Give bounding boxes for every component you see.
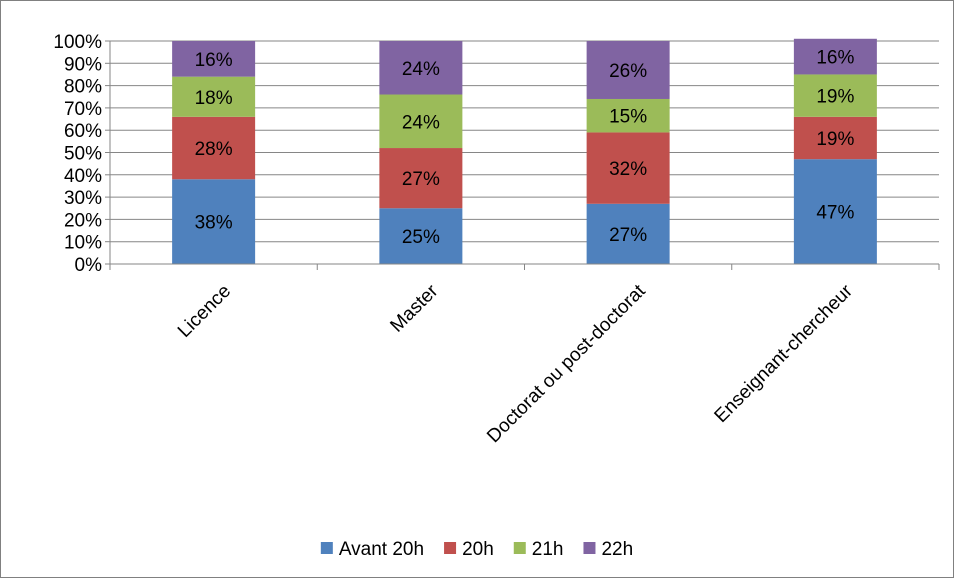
data-label: 16% bbox=[816, 48, 854, 69]
data-label: 18% bbox=[195, 88, 233, 109]
legend-item: Avant 20h bbox=[320, 539, 424, 560]
bar-segment bbox=[793, 116, 877, 160]
legend-item: 20h bbox=[444, 539, 494, 560]
legend-swatch bbox=[513, 542, 526, 554]
y-tick-label: 40% bbox=[64, 166, 102, 187]
data-label: 24% bbox=[402, 59, 440, 80]
legend-item: 22h bbox=[583, 539, 633, 560]
y-tick-label: 0% bbox=[75, 255, 103, 276]
bar-segment bbox=[586, 132, 670, 204]
bar-segment bbox=[379, 94, 463, 149]
data-label: 19% bbox=[816, 129, 854, 150]
bar-segment bbox=[793, 38, 877, 75]
bars bbox=[172, 38, 877, 264]
bar-segment bbox=[379, 41, 463, 95]
data-label: 38% bbox=[195, 213, 233, 234]
category-label: Doctorat ou post-doctorat bbox=[483, 280, 650, 447]
bar-segment bbox=[793, 159, 877, 264]
bar-segment bbox=[172, 41, 256, 77]
bar-segment bbox=[379, 148, 463, 209]
data-label: 24% bbox=[402, 112, 440, 133]
data-label: 27% bbox=[402, 169, 440, 190]
bar-segment bbox=[172, 116, 256, 180]
y-tick-label: 10% bbox=[64, 233, 102, 254]
legend-label: 22h bbox=[601, 539, 633, 560]
category-label: Enseignant-chercheur bbox=[711, 280, 858, 427]
y-tick-label: 90% bbox=[64, 54, 102, 75]
legend-label: 20h bbox=[462, 539, 494, 560]
data-label: 47% bbox=[816, 203, 854, 224]
legend-swatch bbox=[320, 542, 333, 554]
legend-label: 21h bbox=[532, 539, 564, 560]
y-tick-label: 100% bbox=[53, 32, 102, 53]
data-label: 16% bbox=[195, 50, 233, 71]
y-tick-label: 60% bbox=[64, 121, 102, 142]
bar-segment bbox=[172, 76, 256, 117]
bar-segment bbox=[586, 203, 670, 264]
y-tick-label: 80% bbox=[64, 77, 102, 98]
bar-segment bbox=[793, 74, 877, 117]
legend: Avant 20h 20h 21h 22h bbox=[320, 539, 633, 560]
legend-swatch bbox=[583, 542, 596, 554]
y-tick-label: 20% bbox=[64, 210, 102, 231]
bar-segment bbox=[586, 98, 670, 133]
data-label: 27% bbox=[609, 225, 647, 246]
bar-segment bbox=[172, 179, 256, 264]
y-tick-label: 30% bbox=[64, 188, 102, 209]
category-label: Master bbox=[386, 280, 442, 336]
data-label: 28% bbox=[195, 139, 233, 160]
data-label: 15% bbox=[609, 107, 647, 128]
data-label: 25% bbox=[402, 227, 440, 248]
y-tick-label: 70% bbox=[64, 99, 102, 120]
data-label: 32% bbox=[609, 159, 647, 180]
data-label: 26% bbox=[609, 61, 647, 82]
bar-segment bbox=[379, 208, 463, 264]
category-label: Licence bbox=[174, 281, 235, 342]
legend-item: 21h bbox=[513, 539, 564, 560]
data-label: 19% bbox=[816, 87, 854, 108]
data-labels: 38% 28% 18% 16% 25% 27% 24% 24% 27% 32% 15% 26% 47% 1… bbox=[195, 48, 855, 249]
bar-segment bbox=[586, 41, 670, 99]
y-tick-label: 50% bbox=[64, 144, 102, 165]
legend-label: Avant 20h bbox=[339, 539, 424, 560]
legend-swatch bbox=[444, 542, 457, 554]
